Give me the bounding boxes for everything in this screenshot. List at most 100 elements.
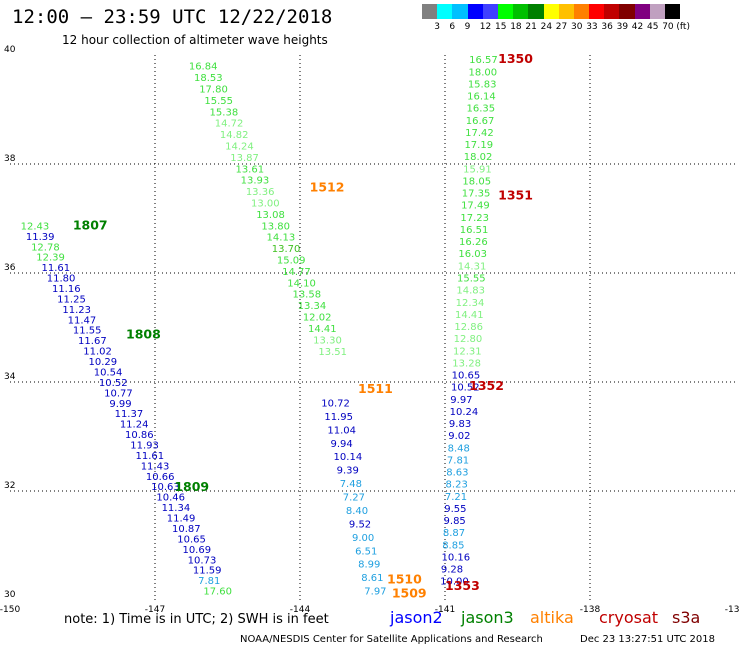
track-pass-label: 1352 [469, 378, 504, 393]
footer-credit: NOAA/NESDIS Center for Satellite Applica… [240, 634, 543, 645]
legend-label: 27 [555, 22, 568, 32]
wave-height-value: 8.63 [446, 468, 468, 479]
wave-height-value: 11.61 [135, 451, 164, 462]
wave-height-value: 16.35 [466, 104, 495, 115]
wave-height-value: 13.00 [251, 199, 280, 210]
wave-height-value: 7.27 [343, 493, 365, 504]
legend-label: 6 [449, 22, 456, 32]
legend-swatch [634, 4, 650, 19]
wave-height-value: 10.16 [442, 552, 471, 563]
legend-swatch [589, 4, 605, 19]
wave-height-value: 8.40 [346, 506, 368, 517]
y-tick-label: 40 [4, 45, 16, 55]
wave-height-value: 12.80 [454, 334, 483, 345]
wave-height-value: 12.39 [36, 253, 65, 264]
wave-height-value: 10.66 [146, 472, 175, 483]
wave-height-value: 9.97 [450, 395, 472, 406]
wave-height-value: 16.51 [460, 225, 489, 236]
wave-height-value: 7.21 [445, 492, 467, 503]
legend-swatch [619, 4, 635, 19]
wave-height-value: 11.37 [115, 409, 144, 420]
wave-height-value: 18.05 [462, 176, 491, 187]
wave-height-value: 8.61 [361, 573, 383, 584]
x-tick-label: -147 [145, 605, 165, 615]
wave-height-value: 11.47 [68, 315, 97, 326]
wave-height-value: 8.87 [443, 528, 465, 539]
satellite-s3a-label: s3a [672, 608, 701, 627]
satellite-jason3-label: jason3 [461, 608, 514, 627]
wave-height-value: 10.87 [172, 524, 201, 535]
wave-height-value: 13.58 [292, 290, 321, 301]
wave-height-value: 8.85 [442, 540, 464, 551]
legend-label: 3 [434, 22, 440, 32]
wave-height-value: 11.95 [324, 412, 353, 423]
legend-label: 24 [540, 22, 553, 32]
legend-swatch [482, 4, 498, 19]
page-subtitle: 12 hour collection of altimeter wave hei… [62, 33, 328, 47]
wave-height-value: 10.46 [156, 493, 185, 504]
legend-label: 70 [662, 22, 674, 32]
satellite-cryosat-label: cryosat [599, 608, 659, 627]
legend-label: 18 [510, 22, 522, 32]
wave-height-value: 11.24 [120, 420, 149, 431]
y-tick-label: 30 [4, 590, 16, 600]
legend-label: 9 [464, 22, 471, 32]
wave-height-value: 10.63 [151, 482, 180, 493]
wave-height-value: 18.53 [194, 73, 223, 84]
legend-swatch [467, 4, 483, 19]
wave-height-value: 11.23 [62, 305, 91, 316]
wave-height-value: 17.80 [199, 85, 228, 96]
legend-label: 42 [631, 22, 644, 32]
wave-height-value: 10.65 [177, 534, 206, 545]
wave-height-value: 11.16 [52, 284, 81, 295]
wave-height-value: 10.65 [452, 371, 481, 382]
wave-height-value: 13.30 [313, 335, 342, 346]
legend-swatch [528, 4, 544, 19]
wave-height-value: 16.67 [466, 116, 495, 127]
wave-height-value: 16.84 [189, 62, 218, 73]
wave-height-value: 16.14 [467, 92, 496, 103]
wave-height-value: 17.35 [462, 189, 491, 200]
wave-height-value: 15.09 [277, 256, 306, 267]
wave-height-value: 10.77 [104, 388, 133, 399]
wave-height-value: 15.83 [468, 79, 497, 90]
wave-height-value: 11.55 [73, 326, 102, 337]
wave-height-value: 14.13 [267, 233, 296, 244]
wave-height-value: 12.34 [456, 298, 485, 309]
wave-height-value: 17.42 [465, 128, 494, 139]
track-pass-label: 1510 [387, 572, 422, 587]
wave-height-value: 9.39 [337, 466, 359, 477]
wave-height-value: 14.72 [215, 119, 244, 130]
wave-height-value: 16.26 [459, 237, 488, 248]
wave-height-value: 6.51 [355, 546, 377, 557]
track-pass-label: 1807 [73, 217, 108, 232]
wave-height-value: 13.80 [261, 221, 290, 232]
wave-height-value: 13.87 [230, 153, 259, 164]
wave-height-value: 13.36 [246, 187, 275, 198]
wave-height-value: 14.77 [282, 267, 311, 278]
wave-height-value: 11.04 [327, 425, 356, 436]
wave-height-value: 9.00 [352, 533, 374, 544]
wave-height-value: 10.24 [450, 407, 479, 418]
legend-swatch [573, 4, 590, 19]
y-tick-label: 38 [4, 154, 16, 164]
y-tick-label: 36 [4, 263, 16, 273]
wave-height-value: 17.60 [203, 587, 232, 598]
wave-height-value: 10.73 [188, 555, 217, 566]
wave-height-value: 17.23 [460, 213, 489, 224]
y-tick-label: 32 [4, 481, 15, 491]
wave-height-value: 12.43 [21, 221, 50, 232]
wave-height-value: 10.52 [99, 378, 128, 389]
legend-swatch [497, 4, 514, 19]
legend-label: 33 [586, 22, 598, 32]
wave-height-value: 11.49 [167, 514, 196, 525]
wave-height-value: 8.99 [358, 560, 380, 571]
wave-height-value: 11.67 [78, 336, 107, 347]
track-pass-label: 1808 [126, 326, 161, 341]
wave-height-value: 14.82 [220, 130, 249, 141]
footer-timestamp: Dec 23 13:27:51 UTC 2018 [580, 634, 715, 645]
wave-height-value: 9.02 [448, 431, 470, 442]
wave-height-value: 12.86 [454, 322, 483, 333]
legend-label: (ft) [676, 22, 690, 32]
